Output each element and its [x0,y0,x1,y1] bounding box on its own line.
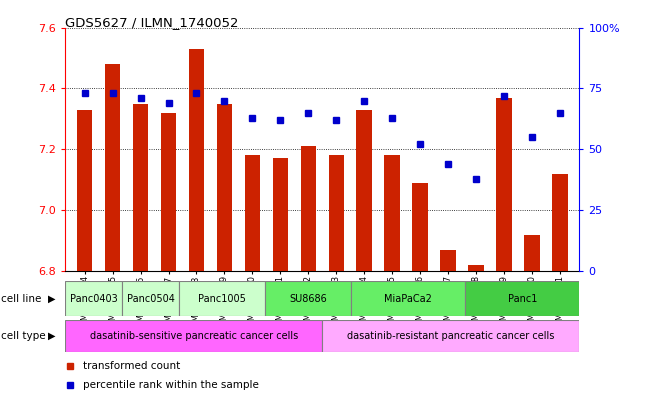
Bar [440,250,456,271]
Bar [65,320,322,352]
Text: Panc1: Panc1 [508,294,537,304]
Text: MiaPaCa2: MiaPaCa2 [384,294,432,304]
Bar [65,281,122,316]
Text: cell line: cell line [1,294,41,304]
Text: percentile rank within the sample: percentile rank within the sample [83,380,259,390]
Text: transformed count: transformed count [83,361,180,371]
Bar [133,104,148,271]
Bar [524,235,540,271]
Text: ▶: ▶ [48,294,55,304]
Bar [189,49,204,271]
Bar [77,110,92,271]
Bar [468,265,484,271]
Text: Panc1005: Panc1005 [199,294,246,304]
Bar [265,281,351,316]
Text: SU8686: SU8686 [289,294,327,304]
Text: dasatinib-sensitive pancreatic cancer cells: dasatinib-sensitive pancreatic cancer ce… [90,331,298,341]
Bar [180,281,265,316]
Bar [385,156,400,271]
Bar [412,183,428,271]
Bar [161,113,176,271]
Bar [357,110,372,271]
Bar [122,281,180,316]
Text: dasatinib-resistant pancreatic cancer cells: dasatinib-resistant pancreatic cancer ce… [347,331,555,341]
Bar [217,104,232,271]
Bar [245,156,260,271]
Bar [465,281,579,316]
Text: cell type: cell type [1,331,46,341]
Bar [105,64,120,271]
Bar [351,281,465,316]
Bar [496,97,512,271]
Bar [322,320,579,352]
Bar [301,146,316,271]
Text: Panc0403: Panc0403 [70,294,118,304]
Bar [329,156,344,271]
Bar [273,158,288,271]
Text: GDS5627 / ILMN_1740052: GDS5627 / ILMN_1740052 [65,16,239,29]
Text: ▶: ▶ [48,331,55,341]
Text: Panc0504: Panc0504 [127,294,174,304]
Bar [552,174,568,271]
